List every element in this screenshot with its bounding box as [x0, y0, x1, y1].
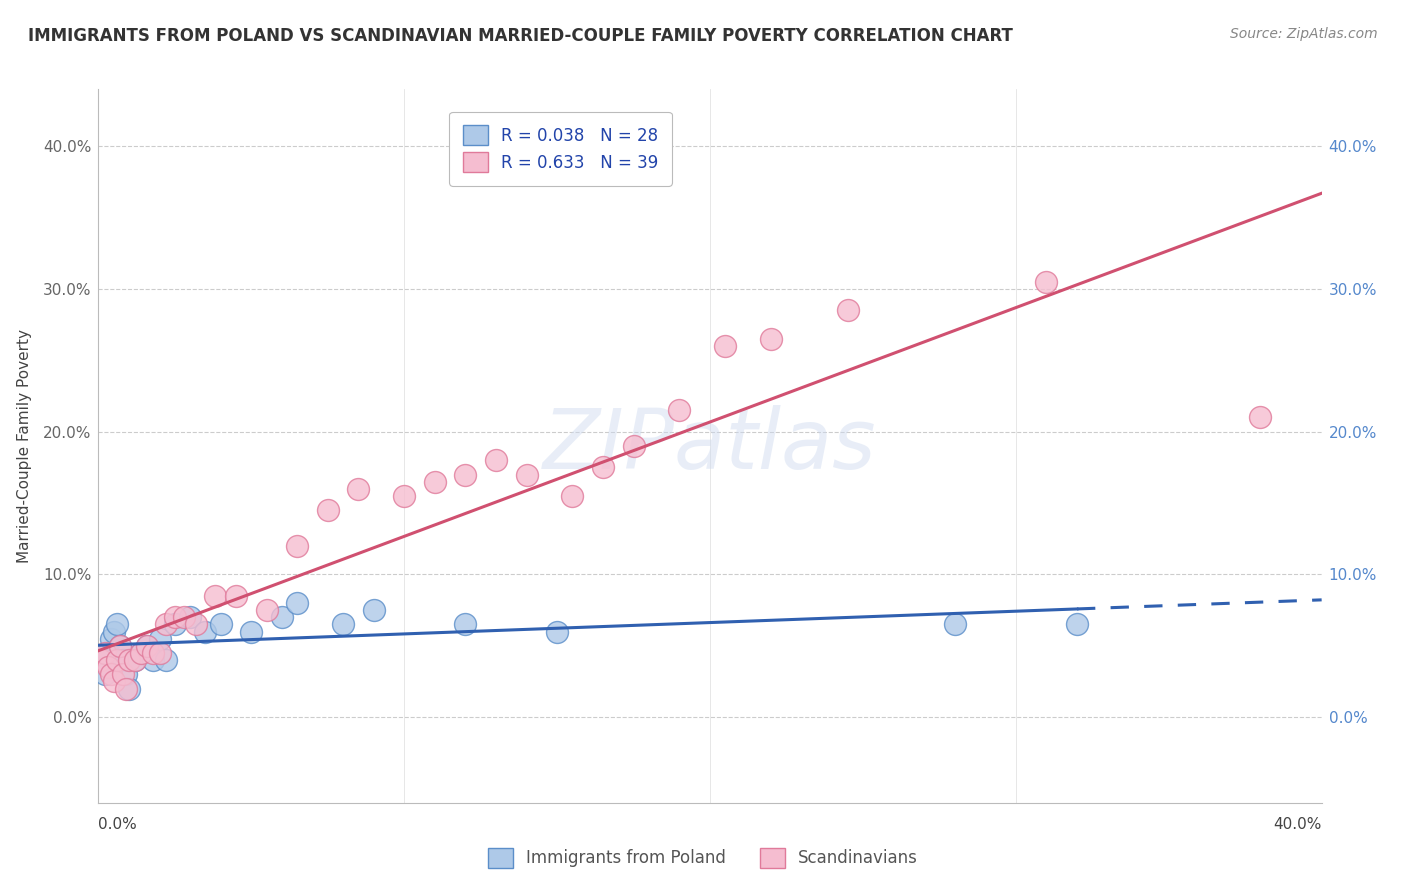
Point: [623, 439, 645, 453]
Point: [209, 617, 232, 632]
Point: [1035, 275, 1057, 289]
Legend: Immigrants from Poland, Scandinavians: Immigrants from Poland, Scandinavians: [481, 841, 925, 875]
Point: [714, 339, 737, 353]
Point: [546, 624, 568, 639]
Point: [225, 589, 247, 603]
Point: [392, 489, 416, 503]
Point: [485, 453, 508, 467]
Point: [163, 617, 186, 632]
Point: [285, 596, 308, 610]
Point: [285, 539, 308, 553]
Text: 40.0%: 40.0%: [1274, 817, 1322, 832]
Point: [129, 646, 152, 660]
Point: [142, 646, 165, 660]
Point: [103, 674, 125, 689]
Point: [516, 467, 538, 482]
Point: [186, 617, 208, 632]
Point: [115, 667, 138, 681]
Point: [100, 667, 122, 681]
Point: [592, 460, 614, 475]
Point: [173, 610, 195, 624]
Y-axis label: Married-Couple Family Poverty: Married-Couple Family Poverty: [17, 329, 32, 563]
Legend: R = 0.038   N = 28, R = 0.633   N = 39: R = 0.038 N = 28, R = 0.633 N = 39: [450, 112, 672, 186]
Point: [93, 667, 115, 681]
Point: [316, 503, 339, 517]
Point: [163, 610, 186, 624]
Point: [454, 467, 477, 482]
Point: [454, 617, 477, 632]
Point: [240, 624, 263, 639]
Point: [347, 482, 370, 496]
Point: [149, 646, 172, 660]
Point: [136, 639, 159, 653]
Point: [363, 603, 385, 617]
Point: [118, 681, 141, 696]
Point: [111, 653, 134, 667]
Text: IMMIGRANTS FROM POLAND VS SCANDINAVIAN MARRIED-COUPLE FAMILY POVERTY CORRELATION: IMMIGRANTS FROM POLAND VS SCANDINAVIAN M…: [28, 27, 1012, 45]
Point: [103, 624, 125, 639]
Point: [93, 646, 115, 660]
Point: [90, 653, 112, 667]
Point: [136, 639, 159, 653]
Point: [115, 681, 138, 696]
Point: [668, 403, 690, 417]
Point: [943, 617, 966, 632]
Point: [759, 332, 782, 346]
Point: [1249, 410, 1271, 425]
Point: [1066, 617, 1088, 632]
Point: [118, 653, 141, 667]
Point: [97, 660, 120, 674]
Point: [204, 589, 226, 603]
Point: [108, 639, 131, 653]
Point: [194, 624, 217, 639]
Point: [561, 489, 583, 503]
Point: [155, 653, 177, 667]
Point: [124, 653, 146, 667]
Point: [179, 610, 201, 624]
Point: [155, 617, 177, 632]
Text: ZIPatlas: ZIPatlas: [543, 406, 877, 486]
Point: [149, 632, 172, 646]
Point: [129, 646, 152, 660]
Point: [105, 617, 128, 632]
Point: [423, 475, 446, 489]
Point: [124, 653, 146, 667]
Point: [105, 653, 128, 667]
Point: [142, 653, 165, 667]
Point: [256, 603, 278, 617]
Text: 0.0%: 0.0%: [98, 817, 138, 832]
Point: [332, 617, 354, 632]
Point: [97, 646, 120, 660]
Text: Source: ZipAtlas.com: Source: ZipAtlas.com: [1230, 27, 1378, 41]
Point: [837, 303, 859, 318]
Point: [270, 610, 292, 624]
Point: [111, 667, 134, 681]
Point: [108, 639, 131, 653]
Point: [100, 632, 122, 646]
